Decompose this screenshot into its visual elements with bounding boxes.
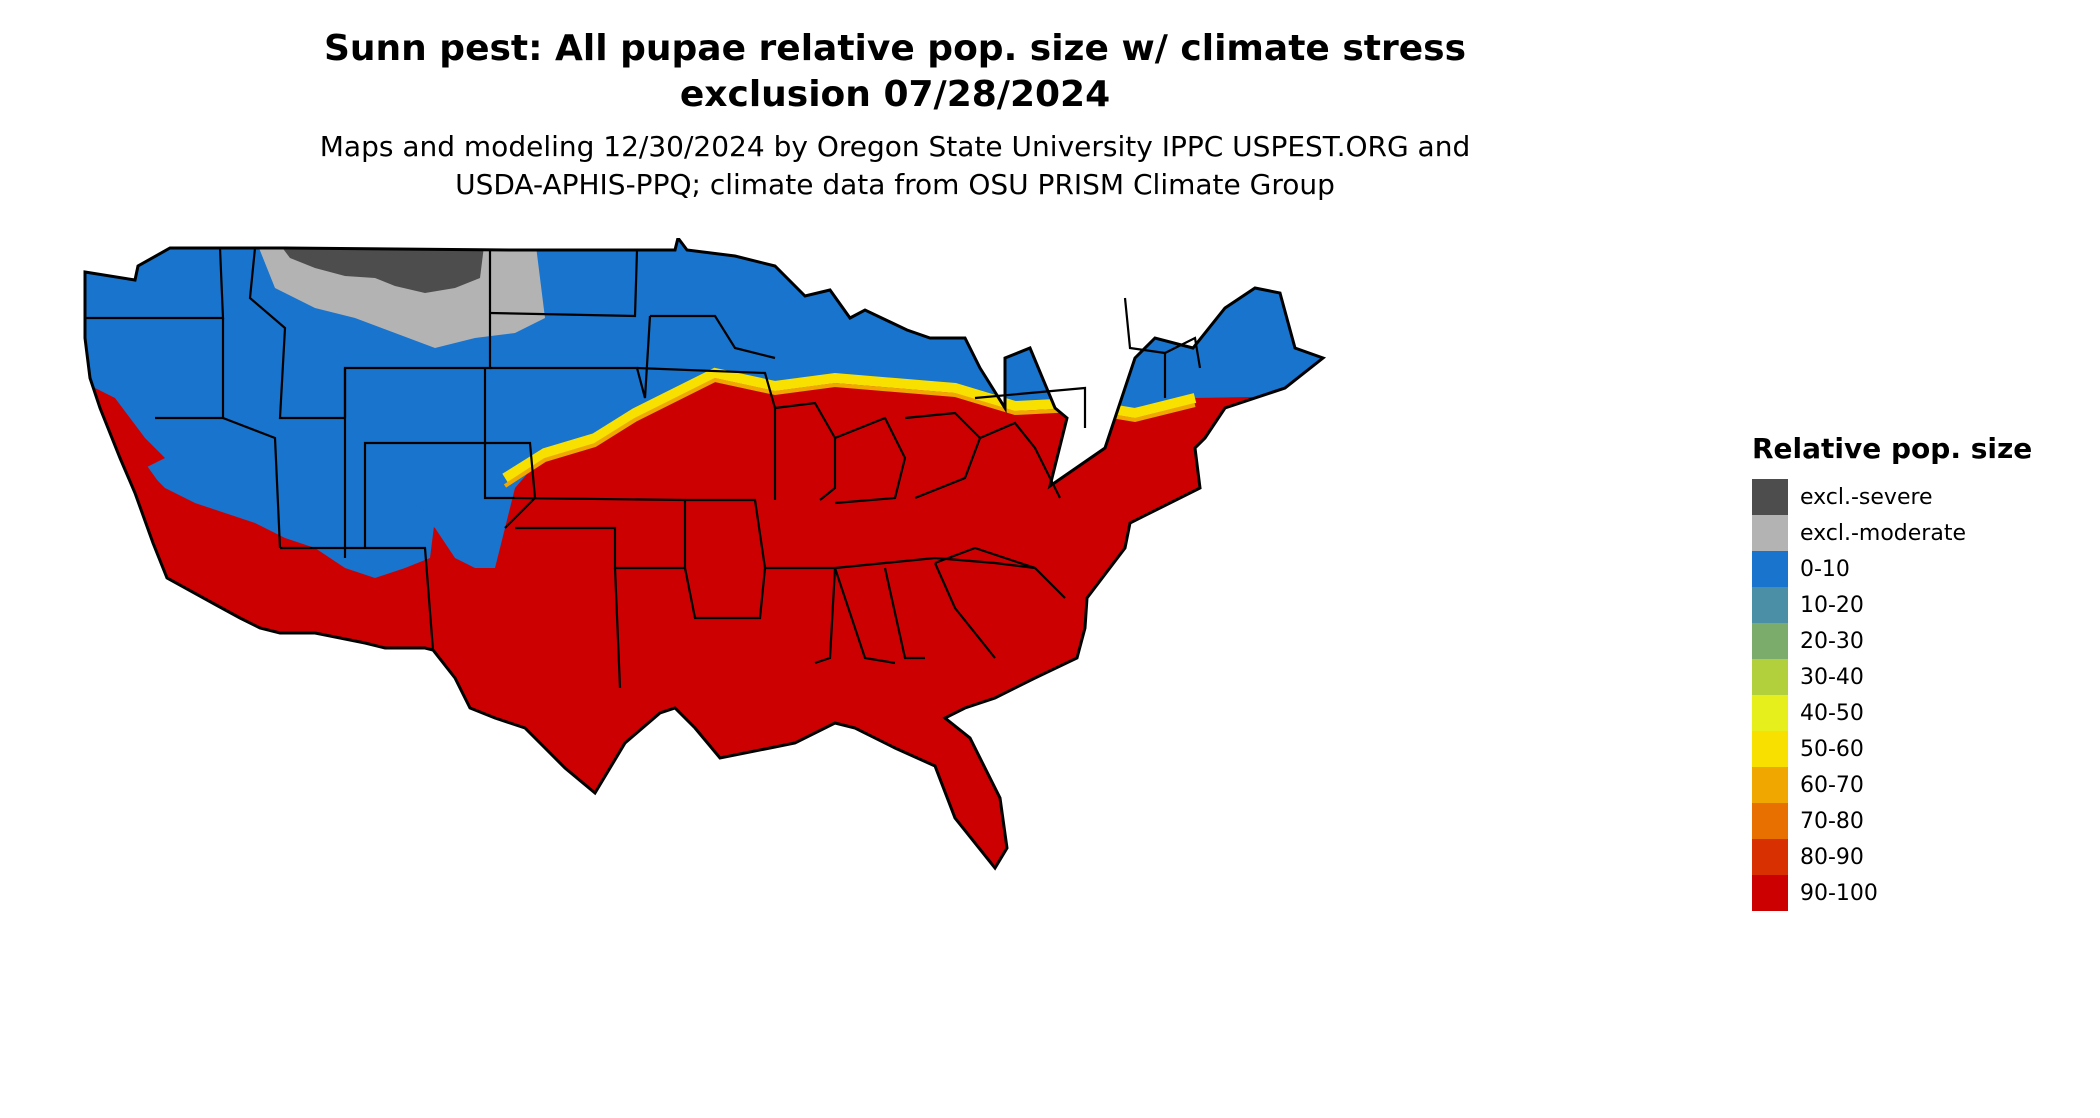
legend-swatch [1752,803,1788,839]
legend-swatch [1752,623,1788,659]
legend-label: excl.-moderate [1800,520,1966,546]
west-low-area [145,448,435,578]
state-borders [85,246,1202,689]
legend-label: 20-30 [1800,628,1864,654]
subtitle-line-1: Maps and modeling 12/30/2024 by Oregon S… [319,130,1471,163]
legend-item: 50-60 [1752,731,2032,767]
legend-swatch [1752,767,1788,803]
legend: Relative pop. size excl.-severe excl.-mod… [1752,432,2032,911]
legend-label: 10-20 [1800,592,1864,618]
california-high-area [115,448,235,606]
legend-item: excl.-moderate [1752,515,2032,551]
title-line-1: Sunn pest: All pupae relative pop. size … [323,28,1467,69]
legend-label: 90-100 [1800,880,1878,906]
legend-label: 40-50 [1800,700,1864,726]
legend-swatch [1752,587,1788,623]
map-title: Sunn pest: All pupae relative pop. size … [0,26,1790,118]
legend-swatch [1752,659,1788,695]
legend-label: 70-80 [1800,808,1864,834]
legend-title: Relative pop. size [1752,432,2033,465]
legend-item: 0-10 [1752,551,2032,587]
legend-item: excl.-severe [1752,479,2032,515]
legend-swatch [1752,839,1788,875]
legend-item: 30-40 [1752,659,2032,695]
subtitle-line-2: USDA-APHIS-PPQ; climate data from OSU PR… [455,168,1335,201]
legend-swatch [1752,515,1788,551]
legend-label: 30-40 [1800,664,1864,690]
legend-label: 0-10 [1800,556,1850,582]
legend-swatch [1752,875,1788,911]
legend-swatch [1752,731,1788,767]
legend-item: 80-90 [1752,839,2032,875]
legend-item: 90-100 [1752,875,2032,911]
legend-item: 70-80 [1752,803,2032,839]
legend-swatch [1752,695,1788,731]
map-fill [85,238,1323,868]
legend-swatch [1752,551,1788,587]
legend-item: 10-20 [1752,587,2032,623]
title-line-2: exclusion 07/28/2024 [679,74,1111,115]
legend-items: excl.-severe excl.-moderate 0-10 10-20 20-30… [1752,479,2032,911]
map-subtitle: Maps and modeling 12/30/2024 by Oregon S… [0,128,1790,204]
legend-item: 40-50 [1752,695,2032,731]
legend-item: 20-30 [1752,623,2032,659]
legend-label: 50-60 [1800,736,1864,762]
exclusion-severe-zone [275,238,485,293]
legend-swatch [1752,479,1788,515]
us-map [83,238,1325,870]
legend-item: 60-70 [1752,767,2032,803]
legend-label: 80-90 [1800,844,1864,870]
legend-label: excl.-severe [1800,484,1933,510]
legend-label: 60-70 [1800,772,1864,798]
